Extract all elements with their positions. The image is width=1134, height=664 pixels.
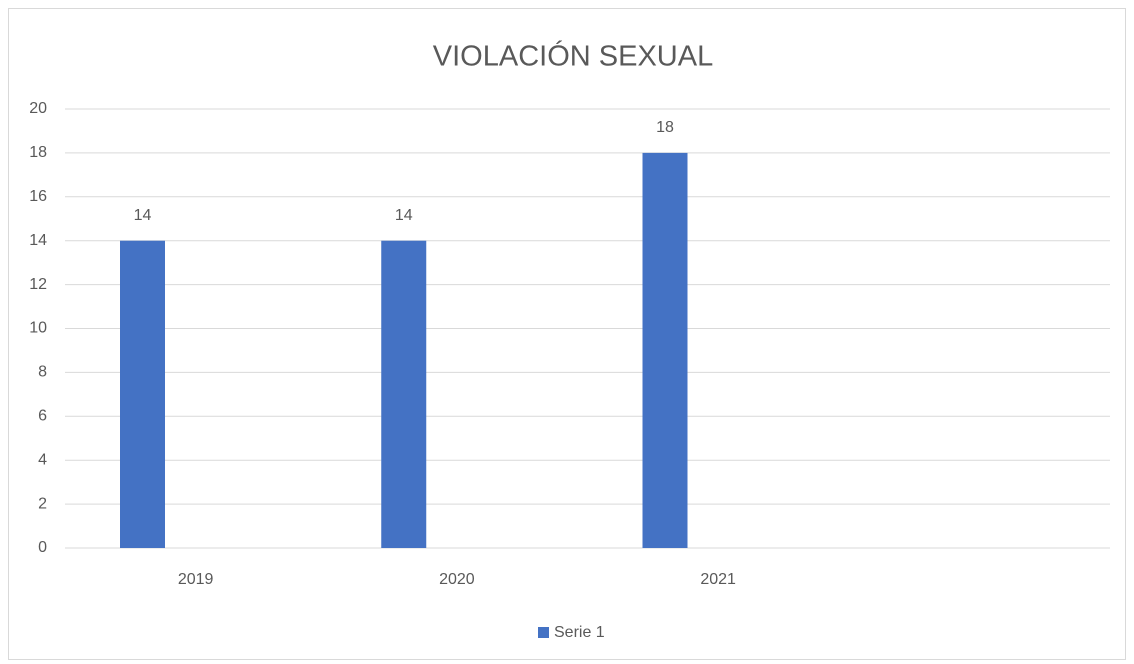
bar bbox=[642, 152, 688, 548]
x-tick-label: 2019 bbox=[178, 571, 214, 588]
y-tick-label: 6 bbox=[38, 408, 47, 425]
y-tick-label: 4 bbox=[38, 451, 47, 468]
y-tick-label: 2 bbox=[38, 495, 47, 512]
data-label: 14 bbox=[395, 207, 413, 224]
chart-border bbox=[8, 8, 1126, 660]
y-tick-label: 14 bbox=[29, 232, 47, 249]
chart-title: VIOLACIÓN SEXUAL bbox=[433, 40, 713, 73]
bar bbox=[381, 240, 427, 548]
y-tick-label: 20 bbox=[29, 100, 47, 117]
y-tick-label: 16 bbox=[29, 188, 47, 205]
data-label: 14 bbox=[134, 207, 152, 224]
legend-swatch bbox=[538, 627, 549, 638]
bar bbox=[120, 240, 165, 548]
y-tick-label: 12 bbox=[29, 276, 47, 293]
x-tick-label: 2021 bbox=[700, 571, 736, 588]
x-tick-label: 2020 bbox=[439, 571, 475, 588]
y-tick-label: 18 bbox=[29, 144, 47, 161]
data-label: 18 bbox=[656, 119, 674, 136]
legend-label: Serie 1 bbox=[554, 624, 605, 641]
y-tick-label: 0 bbox=[38, 539, 47, 556]
y-tick-label: 10 bbox=[29, 320, 47, 337]
y-tick-label: 8 bbox=[38, 364, 47, 381]
